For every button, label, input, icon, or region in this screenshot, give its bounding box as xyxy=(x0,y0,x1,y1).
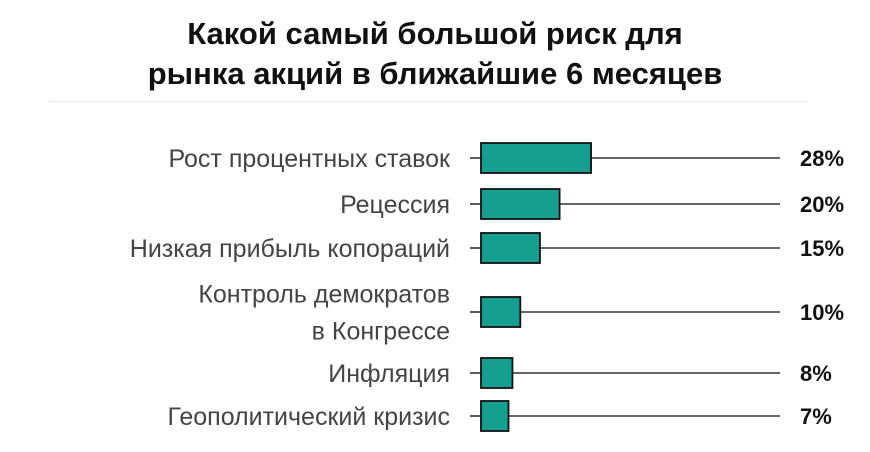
bar xyxy=(480,357,514,389)
value-label: 20% xyxy=(800,192,844,217)
category-label: в Конгрессе xyxy=(312,318,450,346)
bar xyxy=(480,400,510,432)
value-label: 28% xyxy=(800,146,844,171)
chart-title-line-2: рынка акций в ближайшие 6 месяцев xyxy=(147,56,723,91)
bar xyxy=(480,232,541,264)
value-label: 15% xyxy=(800,236,844,261)
bar xyxy=(480,296,522,328)
category-label: Контроль демократов xyxy=(198,281,450,309)
category-label: Рост процентных ставок xyxy=(168,145,451,173)
value-label: 7% xyxy=(800,404,832,429)
category-label: Инфляция xyxy=(328,360,450,388)
bar xyxy=(480,142,592,174)
title-divider xyxy=(48,101,808,102)
chart-title-line-1: Какой самый большой риск для xyxy=(187,16,683,51)
value-label: 8% xyxy=(800,361,832,386)
category-label: Рецессия xyxy=(340,191,450,219)
category-label: Низкая прибыль копораций xyxy=(130,235,450,263)
chart-title: Какой самый большой риск для рынка акций… xyxy=(0,14,870,94)
value-label: 10% xyxy=(800,300,844,325)
category-label: Геополитический кризис xyxy=(167,403,450,431)
bar xyxy=(480,188,561,220)
